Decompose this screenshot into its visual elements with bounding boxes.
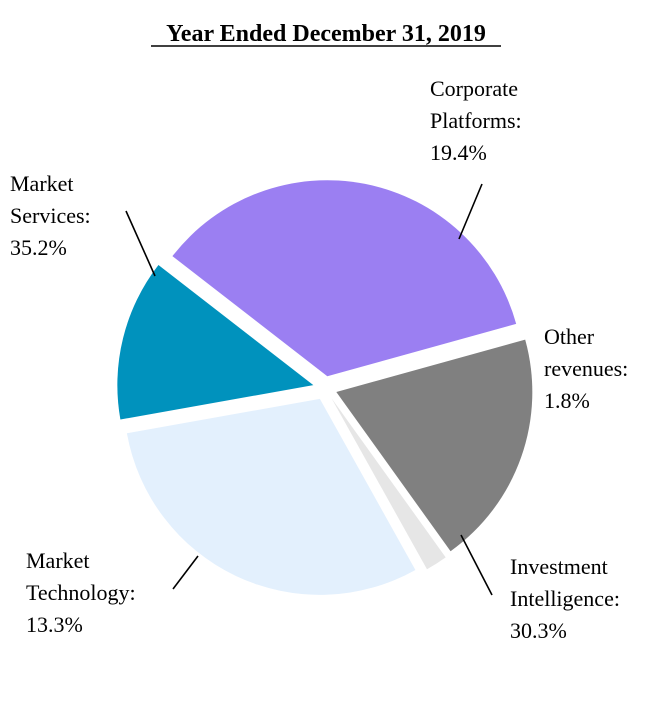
slice-name-label: Other — [544, 324, 595, 349]
pie-slice-other-revenues — [331, 398, 446, 570]
leader-lines — [125, 183, 493, 596]
slice-value-label: 30.3% — [510, 618, 567, 643]
leader-line-investment-intelligence — [460, 534, 493, 596]
slice-value-label: 13.3% — [26, 612, 83, 637]
pie-slice-investment-intelligence — [126, 398, 416, 595]
slice-value-label: 1.8% — [544, 388, 590, 413]
pie-slice-market-services — [172, 180, 517, 377]
slice-value-label: 19.4% — [430, 140, 487, 165]
slice-label-corporate-platforms: Corporate Platforms: 19.4% — [430, 76, 522, 165]
slice-name-label: Corporate — [430, 76, 518, 101]
slice-name-label: Intelligence: — [510, 586, 620, 611]
slice-label-market-technology: Market Technology: 13.3% — [26, 548, 136, 637]
slice-name-label: Services: — [10, 203, 91, 228]
slice-labels: Corporate Platforms: 19.4% Other revenues: 1.… — [10, 76, 628, 643]
slice-value-label: 35.2% — [10, 235, 67, 260]
pie-slices — [117, 180, 533, 595]
pie-slice-corporate-platforms — [336, 339, 533, 552]
slice-name-label: Platforms: — [430, 108, 522, 133]
slice-name-label: Market — [26, 548, 90, 573]
leader-line-market-technology — [172, 555, 199, 590]
chart-title: Year Ended December 31, 2019 — [166, 21, 486, 47]
slice-name-label: Market — [10, 171, 74, 196]
leader-line-corporate-platforms — [458, 183, 483, 240]
slice-name-label: Investment — [510, 554, 608, 579]
slice-label-market-services: Market Services: 35.2% — [10, 171, 91, 260]
pie-slice-market-technology — [117, 265, 314, 420]
slice-name-label: revenues: — [544, 356, 628, 381]
slice-label-other-revenues: Other revenues: 1.8% — [544, 324, 628, 413]
slice-label-investment-intelligence: Investment Intelligence: 30.3% — [510, 554, 620, 643]
leader-line-market-services — [125, 210, 156, 277]
slice-name-label: Technology: — [26, 580, 136, 605]
